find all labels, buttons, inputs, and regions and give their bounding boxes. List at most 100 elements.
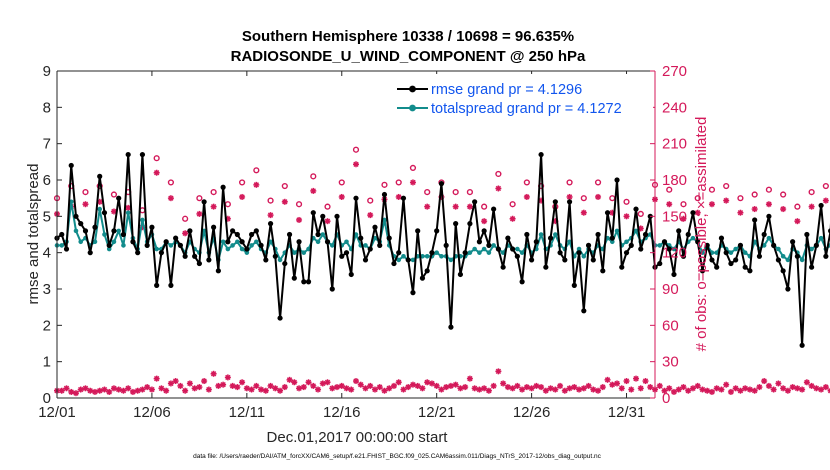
obs-bottom-point bbox=[186, 380, 193, 387]
rmse-point bbox=[519, 279, 525, 285]
rmse-point bbox=[704, 242, 710, 248]
rmse-point bbox=[671, 271, 677, 278]
rmse-point bbox=[457, 271, 464, 278]
obs-bottom-point bbox=[115, 386, 122, 393]
obs-assimilated-point bbox=[495, 185, 502, 192]
rmse-point bbox=[804, 231, 810, 238]
rmse-point bbox=[73, 213, 79, 219]
spread-point bbox=[382, 217, 387, 223]
rmse-point bbox=[590, 257, 596, 263]
rmse-point bbox=[177, 242, 183, 248]
obs-possible-point bbox=[338, 179, 345, 186]
spread-point bbox=[491, 243, 496, 248]
obs-bottom-point bbox=[723, 381, 730, 388]
obs-bottom-point bbox=[685, 387, 692, 394]
y-axis-label: rmse and totalspread bbox=[25, 164, 42, 305]
obs-bottom-point bbox=[144, 384, 151, 391]
obs-possible-point bbox=[794, 203, 801, 210]
rmse-point bbox=[334, 213, 340, 219]
rmse-point bbox=[785, 286, 791, 292]
obs-possible-point bbox=[267, 197, 274, 204]
rmse-point bbox=[396, 250, 402, 256]
obs-bottom-point bbox=[718, 386, 725, 393]
obs-bottom-point bbox=[329, 385, 336, 392]
obs-bottom-point bbox=[400, 386, 407, 393]
obs-possible-point bbox=[324, 203, 331, 210]
spread-point bbox=[538, 232, 544, 237]
obs-bottom-point bbox=[457, 385, 464, 392]
spread-point bbox=[125, 210, 131, 215]
rmse-point bbox=[462, 250, 468, 256]
rmse-point bbox=[377, 242, 383, 248]
obs-bottom-point bbox=[248, 386, 255, 393]
obs-bottom-point bbox=[789, 384, 796, 391]
rmse-point bbox=[63, 246, 70, 252]
obs-bottom-point bbox=[58, 387, 65, 394]
obs-bottom-point bbox=[561, 387, 568, 394]
obs-bottom-point bbox=[656, 382, 663, 389]
y-tick-label: 7 bbox=[43, 136, 51, 153]
obs-assimilated-point bbox=[210, 203, 217, 210]
y-tick-label: 0 bbox=[43, 390, 51, 407]
obs-assimilated-point bbox=[296, 216, 303, 223]
obs-bottom-point bbox=[471, 385, 478, 392]
rmse-point bbox=[557, 250, 563, 256]
obs-bottom-point bbox=[120, 387, 127, 394]
spread-point bbox=[714, 250, 719, 255]
obs-possible-point bbox=[352, 146, 360, 153]
obs-bottom-point bbox=[585, 382, 592, 389]
obs-bottom-point bbox=[262, 387, 269, 394]
spread-point bbox=[154, 246, 159, 252]
rmse-point bbox=[529, 257, 535, 263]
obs-bottom-point bbox=[229, 382, 236, 389]
spread-point bbox=[268, 239, 273, 245]
rmse-point bbox=[794, 253, 800, 259]
rmse-point bbox=[505, 235, 511, 241]
rmse-point bbox=[405, 257, 411, 263]
rmse-point bbox=[429, 250, 435, 256]
obs-bottom-point bbox=[319, 380, 326, 387]
rmse-point bbox=[391, 260, 397, 267]
obs-bottom-point bbox=[367, 382, 374, 389]
rmse-point bbox=[576, 250, 582, 256]
rmse-point bbox=[182, 253, 188, 259]
obs-bottom-point bbox=[153, 375, 160, 382]
rmse-point bbox=[595, 231, 601, 238]
obs-bottom-point bbox=[590, 386, 597, 393]
spread-point bbox=[168, 243, 174, 248]
spread-point bbox=[225, 246, 231, 252]
spread-point bbox=[116, 228, 121, 234]
rmse-point bbox=[424, 268, 430, 274]
obs-bottom-point bbox=[604, 376, 611, 383]
obs-bottom-point bbox=[343, 385, 350, 392]
rmse-point bbox=[68, 162, 74, 169]
rmse-point bbox=[633, 206, 639, 212]
rmse-point bbox=[714, 264, 720, 270]
obs-possible-point bbox=[694, 195, 701, 202]
spread-point bbox=[59, 243, 65, 248]
spread-point bbox=[614, 228, 620, 234]
spread-point bbox=[766, 235, 772, 241]
obs-possible-point bbox=[310, 173, 317, 180]
rmse-point bbox=[111, 228, 117, 234]
obs-bottom-point bbox=[761, 378, 768, 385]
obs-bottom-point bbox=[281, 384, 288, 391]
rmse-point bbox=[500, 264, 506, 270]
obs-bottom-point bbox=[614, 380, 621, 387]
obs-bottom-point bbox=[91, 388, 98, 395]
spread-point bbox=[780, 253, 786, 259]
obs-bottom-point bbox=[504, 384, 511, 391]
rmse-point bbox=[756, 253, 763, 259]
rmse-point bbox=[386, 235, 392, 241]
obs-bottom-point bbox=[419, 385, 426, 392]
rmse-point bbox=[448, 324, 454, 330]
y-right-tick-label: 150 bbox=[662, 208, 687, 225]
obs-bottom-point bbox=[822, 384, 829, 391]
legend-rmse-marker bbox=[409, 85, 416, 93]
rmse-point bbox=[144, 242, 150, 248]
obs-bottom-point bbox=[599, 384, 606, 391]
rmse-point bbox=[823, 253, 829, 259]
rmse-point bbox=[163, 239, 169, 245]
rmse-point bbox=[699, 268, 706, 274]
